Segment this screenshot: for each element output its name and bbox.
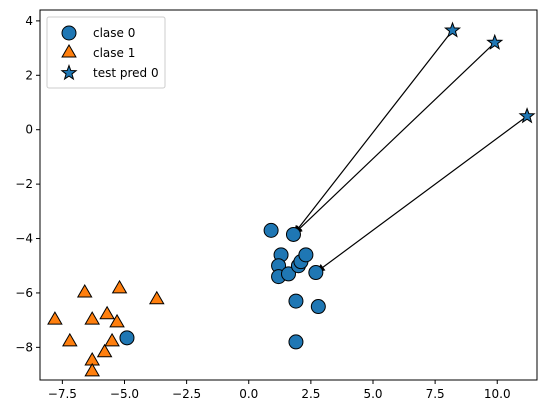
- point-s0-0: [263, 222, 279, 238]
- legend-label: clase 0: [93, 26, 135, 40]
- arrow-1: [293, 42, 496, 235]
- point-s0-12: [288, 334, 304, 350]
- point-s1-11: [84, 362, 100, 377]
- y-axis-ticks: 4 2 0 −2 −4 −6 −8: [15, 14, 40, 354]
- y-tick-label: −4: [15, 232, 33, 246]
- point-s1-2: [76, 283, 93, 298]
- point-s0-13: [119, 330, 135, 346]
- point-s0-11: [310, 299, 326, 315]
- point-s1-4: [111, 279, 128, 294]
- x-tick-label: 2.5: [301, 387, 320, 401]
- point-s1-5: [149, 290, 165, 305]
- points-layer: [47, 21, 536, 377]
- x-axis-ticks: −7.5 −5.0 −2.5 0.0 2.5 5.0 7.5 10.0: [48, 380, 511, 401]
- arrow-2: [315, 115, 528, 274]
- point-s2-0: [443, 21, 462, 38]
- x-tick-label: 7.5: [426, 387, 445, 401]
- legend-marker-2: [60, 64, 78, 81]
- arrow-0: [292, 30, 453, 235]
- point-s1-9: [96, 343, 113, 358]
- legend-label: clase 1: [93, 46, 135, 60]
- point-s1-7: [109, 313, 125, 328]
- x-tick-label: 0.0: [239, 387, 258, 401]
- legend-marker-0: [61, 25, 77, 41]
- arrows-layer: [292, 30, 528, 274]
- point-s2-1: [486, 33, 504, 50]
- x-tick-label: −7.5: [48, 387, 77, 401]
- x-tick-label: 5.0: [363, 387, 382, 401]
- point-s1-0: [47, 311, 63, 325]
- point-s2-2: [518, 107, 536, 124]
- point-s0-9: [308, 265, 324, 281]
- y-tick-label: −2: [15, 177, 33, 191]
- point-s0-2: [285, 226, 301, 242]
- y-tick-label: 2: [25, 68, 33, 82]
- point-s0-8: [298, 247, 314, 263]
- point-s0-10: [288, 293, 304, 309]
- legend-items: clase 0 clase 1 test pred 0: [60, 25, 159, 81]
- plot-frame: [39, 9, 538, 381]
- legend-marker-1: [61, 43, 77, 58]
- point-s1-6: [99, 305, 115, 320]
- y-tick-label: −8: [15, 340, 33, 354]
- y-tick-label: 0: [25, 123, 33, 137]
- legend: clase 0 clase 1 test pred 0: [46, 16, 166, 89]
- x-tick-label: −5.0: [110, 387, 139, 401]
- x-tick-label: 10.0: [484, 387, 511, 401]
- point-s0-5: [281, 266, 296, 282]
- point-s1-3: [84, 311, 100, 325]
- point-s1-1: [62, 332, 78, 347]
- y-tick-label: 4: [25, 14, 33, 28]
- x-tick-label: −2.5: [172, 387, 201, 401]
- point-s1-8: [104, 332, 120, 347]
- legend-label: test pred 0: [93, 66, 159, 80]
- y-tick-label: −6: [15, 286, 33, 300]
